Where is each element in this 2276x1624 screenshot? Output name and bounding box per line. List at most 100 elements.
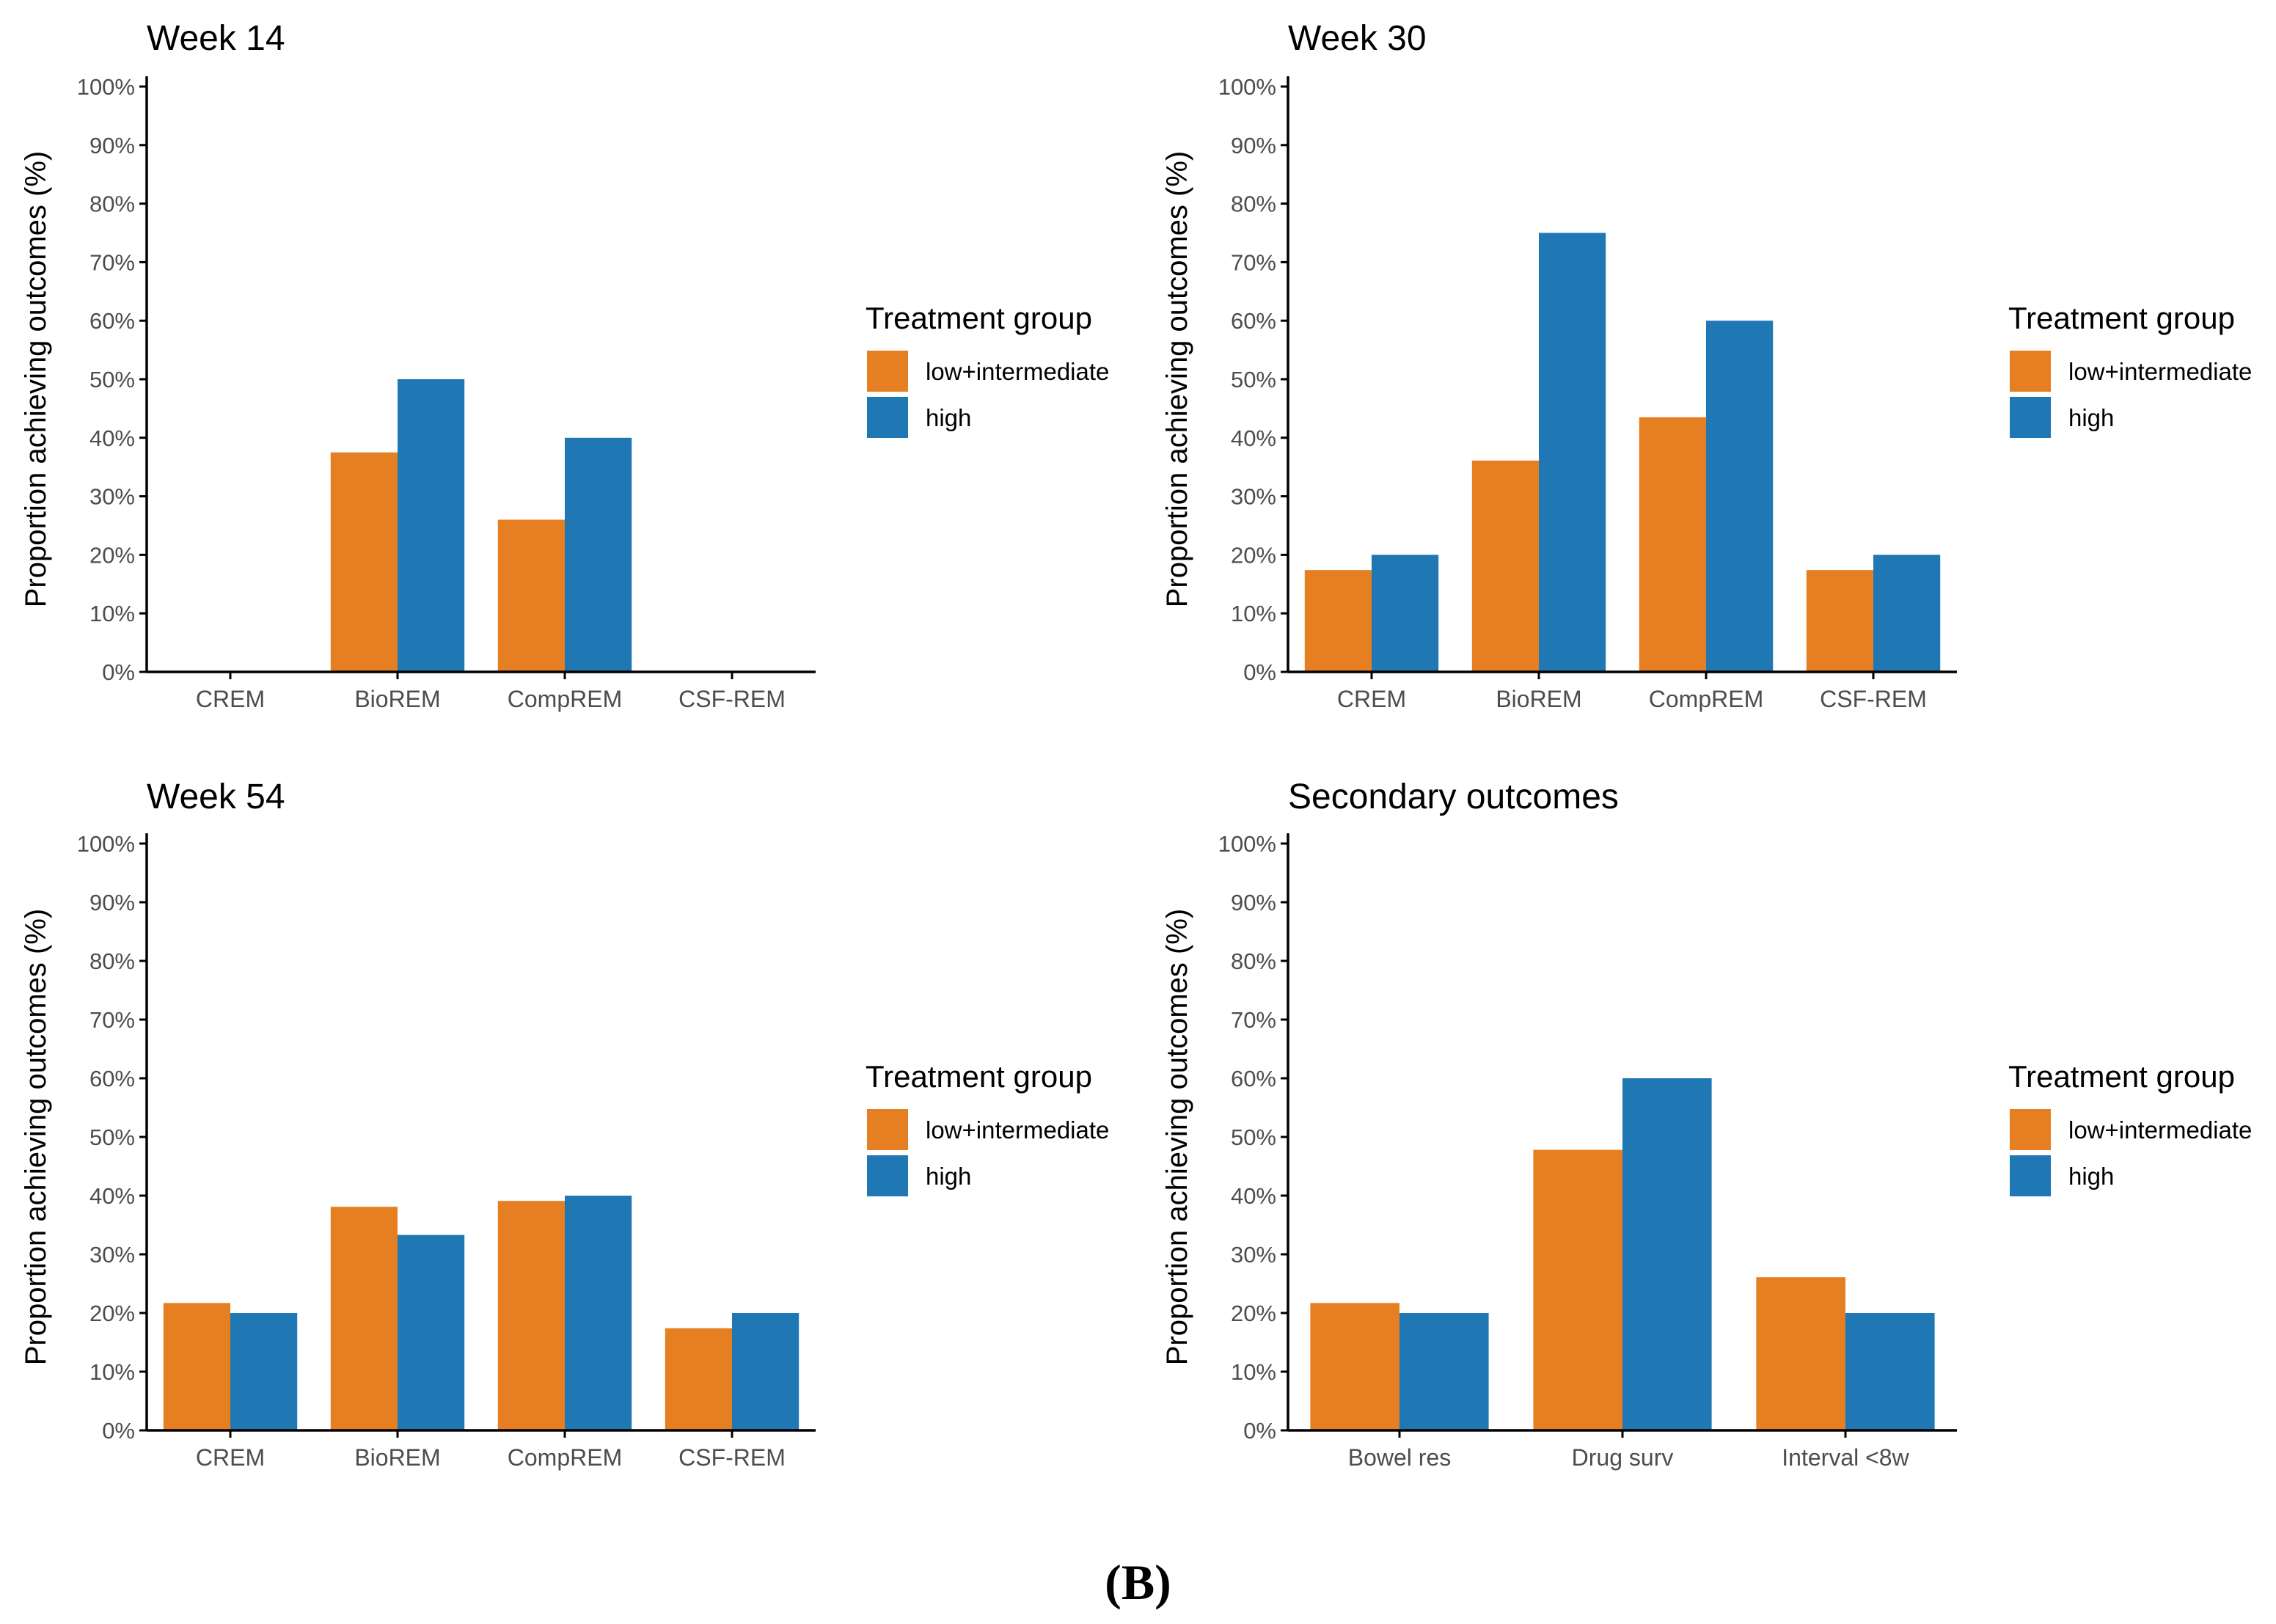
legend-key-low-intermediate <box>2010 1109 2051 1150</box>
y-tick-label: 50% <box>1231 1124 1276 1150</box>
y-tick-label: 10% <box>89 601 135 626</box>
bar-high <box>230 1313 298 1430</box>
chart-panel-1: Week 14 Proportion achieving outcomes (%)… <box>20 19 1109 712</box>
chart-title: Secondary outcomes <box>1288 778 1619 816</box>
y-tick-label: 80% <box>89 948 135 974</box>
legend-key-high <box>2010 1155 2051 1196</box>
chart-panel-2: Week 30 Proportion achieving outcomes (%)… <box>1161 19 2252 712</box>
chart-title: Week 54 <box>147 778 285 816</box>
chart-title: Week 30 <box>1288 19 1427 58</box>
bar-low-intermediate <box>665 1328 732 1430</box>
x-tick-label: BioREM <box>1496 686 1581 712</box>
legend-key-high <box>2010 397 2051 438</box>
y-tick-label: 30% <box>89 1242 135 1268</box>
chart-title: Week 14 <box>147 19 285 58</box>
y-tick-label: 60% <box>1231 308 1276 334</box>
y-tick-label: 40% <box>89 425 135 451</box>
legend-label: low+intermediate <box>926 358 1109 385</box>
legend-key-low-intermediate <box>2010 351 2051 392</box>
legend-label: low+intermediate <box>2068 358 2252 385</box>
bar-low-intermediate <box>1639 417 1706 672</box>
legend-title: Treatment group <box>866 1059 1092 1094</box>
y-tick-label: 100% <box>1218 74 1276 100</box>
y-tick-label: 90% <box>89 133 135 158</box>
bar-high <box>1372 555 1439 672</box>
y-tick-label: 0% <box>1243 1418 1276 1444</box>
y-tick-label: 20% <box>89 542 135 568</box>
y-tick-label: 50% <box>89 367 135 392</box>
y-tick-label: 70% <box>1231 1007 1276 1033</box>
y-tick-label: 50% <box>1231 367 1276 392</box>
y-tick-label: 80% <box>1231 191 1276 217</box>
legend-label: high <box>2068 1163 2114 1190</box>
x-tick-label: Drug surv <box>1572 1444 1674 1471</box>
x-tick-label: CREM <box>196 686 265 712</box>
bar-low-intermediate <box>1533 1149 1622 1430</box>
y-tick-label: 60% <box>89 1066 135 1091</box>
bar-low-intermediate <box>1756 1277 1845 1430</box>
y-tick-label: 30% <box>1231 1242 1276 1268</box>
bar-low-intermediate <box>330 452 398 672</box>
y-tick-label: 100% <box>77 74 135 100</box>
y-axis-label: Proportion achieving outcomes (%) <box>20 151 52 608</box>
y-tick-label: 40% <box>1231 425 1276 451</box>
y-tick-label: 20% <box>1231 542 1276 568</box>
x-tick-label: CompREM <box>508 686 622 712</box>
bar-low-intermediate <box>497 519 565 672</box>
bar-low-intermediate <box>1806 570 1873 672</box>
legend-key-low-intermediate <box>867 1109 908 1150</box>
y-axis-label: Proportion achieving outcomes (%) <box>1161 151 1193 608</box>
bar-low-intermediate <box>163 1303 230 1430</box>
y-tick-label: 60% <box>89 308 135 334</box>
y-tick-label: 0% <box>1243 659 1276 685</box>
bar-low-intermediate <box>1471 460 1539 672</box>
bar-low-intermediate <box>1304 570 1372 672</box>
x-tick-label: Interval <8w <box>1782 1444 1909 1471</box>
bar-high <box>398 1235 465 1430</box>
y-tick-label: 80% <box>89 191 135 217</box>
legend: Treatment group low+intermediate high <box>2008 1059 2252 1196</box>
legend-label: low+intermediate <box>926 1116 1109 1144</box>
y-tick-label: 70% <box>1231 249 1276 275</box>
y-tick-label: 70% <box>89 249 135 275</box>
chart-panel-4: Secondary outcomes Proportion achieving o… <box>1161 778 2252 1471</box>
x-tick-label: CREM <box>1337 686 1406 712</box>
legend: Treatment group low+intermediate high <box>866 301 1109 438</box>
y-axis-label: Proportion achieving outcomes (%) <box>20 909 52 1366</box>
bar-high <box>1399 1313 1489 1430</box>
legend-label: high <box>926 404 971 431</box>
y-tick-label: 90% <box>1231 133 1276 158</box>
legend-key-high <box>867 397 908 438</box>
bar-high <box>565 1196 632 1430</box>
bar-high <box>565 437 632 672</box>
y-tick-label: 10% <box>1231 601 1276 626</box>
x-tick-label: CSF-REM <box>678 686 786 712</box>
y-tick-label: 90% <box>89 890 135 915</box>
legend-title: Treatment group <box>866 301 1092 335</box>
y-tick-label: 30% <box>89 484 135 510</box>
y-tick-label: 80% <box>1231 948 1276 974</box>
y-tick-label: 50% <box>89 1124 135 1150</box>
y-tick-label: 0% <box>102 659 135 685</box>
legend-key-low-intermediate <box>867 351 908 392</box>
y-tick-label: 30% <box>1231 484 1276 510</box>
y-tick-label: 10% <box>1231 1359 1276 1385</box>
legend: Treatment group low+intermediate high <box>2008 301 2252 438</box>
y-axis-label: Proportion achieving outcomes (%) <box>1161 909 1193 1366</box>
legend-key-high <box>867 1155 908 1196</box>
legend-title: Treatment group <box>2008 1059 2235 1094</box>
x-tick-label: CompREM <box>1649 686 1763 712</box>
bar-high <box>1622 1078 1712 1430</box>
bar-low-intermediate <box>1310 1303 1399 1430</box>
y-tick-label: 100% <box>1218 831 1276 857</box>
y-tick-label: 40% <box>1231 1183 1276 1209</box>
legend-label: low+intermediate <box>2068 1116 2252 1144</box>
bar-high <box>1539 233 1606 672</box>
y-tick-label: 0% <box>102 1418 135 1444</box>
y-tick-label: 10% <box>89 1359 135 1385</box>
y-tick-label: 20% <box>89 1301 135 1326</box>
x-tick-label: Bowel res <box>1348 1444 1452 1471</box>
legend-title: Treatment group <box>2008 301 2235 335</box>
legend-label: high <box>2068 404 2114 431</box>
